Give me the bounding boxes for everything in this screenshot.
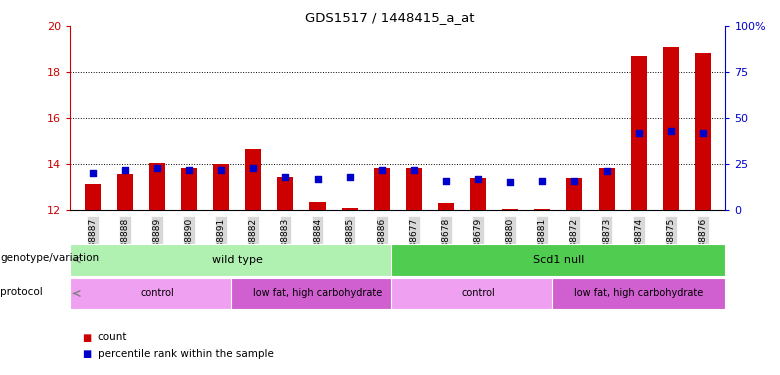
Text: genotype/variation: genotype/variation (0, 253, 99, 263)
Bar (695, 53, 711, 210)
Bar (663, 47, 679, 210)
Text: protocol: protocol (0, 286, 43, 297)
Point (536, 178, 548, 184)
Text: Scd1 null: Scd1 null (533, 255, 584, 265)
Text: low fat, high carbohydrate: low fat, high carbohydrate (574, 288, 704, 298)
Text: ■: ■ (82, 333, 91, 342)
Point (311, 176, 324, 182)
Text: control: control (461, 288, 495, 298)
Point (247, 165, 260, 171)
Point (633, 130, 645, 136)
Point (601, 168, 613, 174)
Point (215, 166, 228, 172)
Point (183, 166, 195, 172)
Point (697, 130, 709, 136)
Bar (470, 178, 486, 210)
Bar (70, 278, 243, 309)
Bar (598, 168, 615, 210)
Point (440, 178, 452, 184)
Point (279, 174, 292, 180)
Text: control: control (140, 288, 174, 298)
Bar (392, 278, 565, 309)
Bar (149, 163, 165, 210)
Bar (406, 168, 422, 210)
Bar (245, 149, 261, 210)
Bar (181, 168, 197, 210)
Point (665, 128, 677, 134)
Point (568, 178, 580, 184)
Point (343, 174, 356, 180)
Point (87, 170, 99, 176)
Bar (213, 164, 229, 210)
Bar (231, 278, 404, 309)
Bar (117, 174, 133, 210)
Bar (70, 244, 404, 276)
Text: percentile rank within the sample: percentile rank within the sample (98, 350, 273, 359)
Bar (566, 178, 583, 210)
Text: ■: ■ (82, 350, 91, 359)
Bar (342, 208, 358, 210)
Bar (374, 168, 390, 210)
Point (472, 176, 484, 182)
Bar (502, 209, 518, 210)
Text: count: count (98, 333, 127, 342)
Bar (310, 202, 325, 210)
Text: GDS1517 / 1448415_a_at: GDS1517 / 1448415_a_at (305, 11, 475, 24)
Point (119, 166, 131, 172)
Bar (392, 244, 725, 276)
Bar (631, 56, 647, 210)
Text: wild type: wild type (212, 255, 263, 265)
Bar (278, 177, 293, 210)
Point (375, 166, 388, 172)
Bar (85, 184, 101, 210)
Bar (534, 209, 551, 210)
Point (504, 180, 516, 186)
Point (408, 166, 420, 172)
Point (151, 165, 163, 171)
Bar (552, 278, 725, 309)
Text: low fat, high carbohydrate: low fat, high carbohydrate (253, 288, 382, 298)
Bar (438, 203, 454, 210)
